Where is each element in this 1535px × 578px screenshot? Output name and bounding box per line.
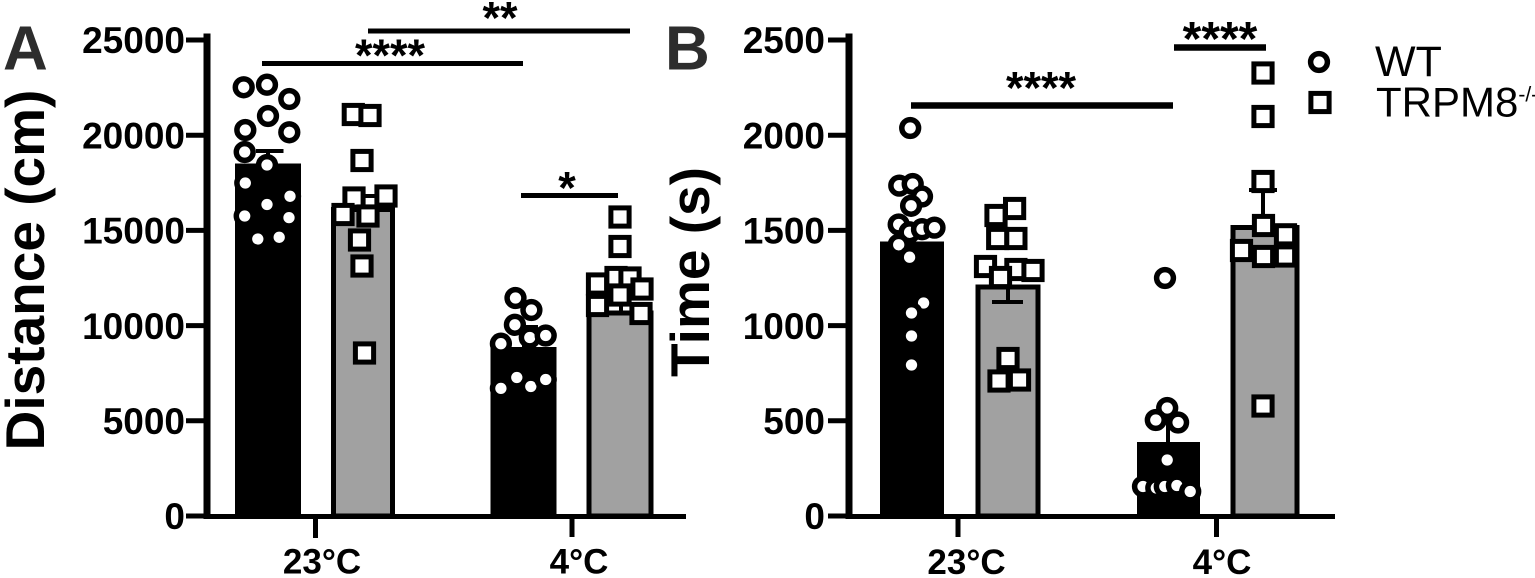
svg-text:23°C: 23°C bbox=[927, 543, 1005, 578]
svg-text:B: B bbox=[665, 15, 710, 84]
svg-text:****: **** bbox=[355, 30, 426, 81]
svg-text:1000: 1000 bbox=[743, 306, 825, 347]
svg-text:23°C: 23°C bbox=[283, 543, 361, 578]
svg-text:*: * bbox=[558, 163, 576, 214]
svg-text:A: A bbox=[3, 15, 48, 84]
svg-text:WT: WT bbox=[1375, 38, 1442, 86]
svg-text:TRPM8-/-: TRPM8-/- bbox=[1376, 79, 1535, 126]
svg-text:Time (s): Time (s) bbox=[659, 167, 721, 377]
svg-text:0: 0 bbox=[804, 496, 825, 537]
svg-text:0: 0 bbox=[164, 496, 185, 537]
svg-text:15000: 15000 bbox=[82, 211, 185, 252]
svg-text:2000: 2000 bbox=[743, 115, 825, 156]
svg-text:****: **** bbox=[1183, 13, 1258, 66]
svg-text:20000: 20000 bbox=[82, 115, 185, 156]
svg-text:****: **** bbox=[1006, 63, 1077, 114]
svg-text:4°C: 4°C bbox=[550, 543, 609, 578]
svg-text:500: 500 bbox=[763, 401, 825, 442]
svg-text:2500: 2500 bbox=[743, 20, 825, 61]
svg-text:5000: 5000 bbox=[103, 401, 185, 442]
svg-text:25000: 25000 bbox=[82, 20, 185, 61]
svg-text:10000: 10000 bbox=[82, 306, 185, 347]
svg-text:1500: 1500 bbox=[743, 211, 825, 252]
svg-text:**: ** bbox=[482, 0, 518, 44]
svg-text:4°C: 4°C bbox=[1193, 543, 1252, 578]
svg-text:Distance (cm): Distance (cm) bbox=[0, 90, 56, 451]
